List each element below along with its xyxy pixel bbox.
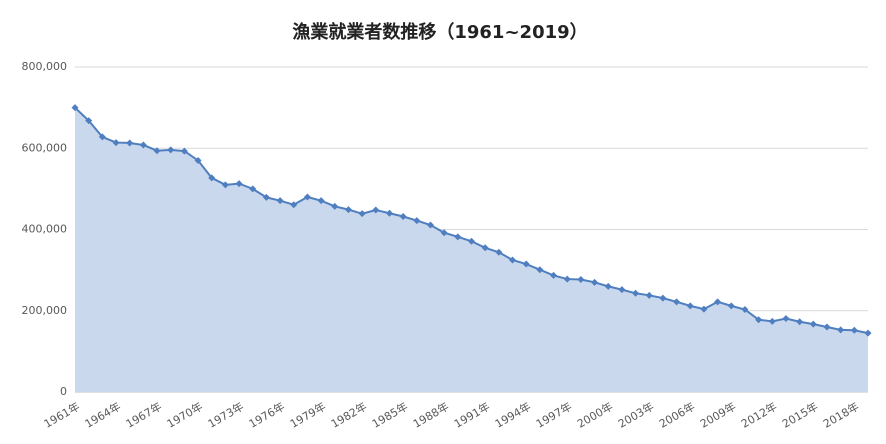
- marker: [563, 275, 571, 283]
- marker: [344, 206, 352, 214]
- marker: [604, 282, 612, 290]
- marker: [809, 320, 817, 328]
- marker: [98, 133, 106, 141]
- marker: [249, 185, 257, 193]
- x-tick-label: 2012年: [739, 399, 780, 431]
- marker: [550, 271, 558, 279]
- marker: [468, 237, 475, 245]
- marker: [385, 209, 393, 217]
- marker: [126, 139, 134, 147]
- x-tick-label: 1979年: [287, 399, 328, 431]
- marker: [317, 197, 325, 205]
- y-tick-label: 600,000: [22, 141, 68, 154]
- marker: [481, 244, 489, 252]
- chart-title: 漁業就業者数推移（1961~2019）: [292, 21, 587, 43]
- marker: [413, 217, 421, 225]
- marker: [208, 174, 216, 182]
- marker: [700, 305, 708, 313]
- marker: [782, 314, 790, 322]
- marker: [577, 275, 585, 283]
- x-tick-label: 1976年: [246, 399, 287, 431]
- x-tick-label: 1991年: [451, 399, 492, 431]
- marker: [139, 141, 147, 149]
- x-tick-label: 1982年: [328, 399, 369, 431]
- marker: [85, 117, 93, 125]
- marker: [331, 202, 339, 210]
- marker: [426, 221, 434, 229]
- y-tick-label: 0: [60, 385, 67, 398]
- marker: [372, 206, 380, 214]
- x-tick-label: 1973年: [205, 399, 246, 431]
- x-tick-label: 1997年: [533, 399, 574, 431]
- y-tick-label: 400,000: [22, 223, 68, 236]
- marker: [591, 278, 599, 286]
- marker: [290, 201, 298, 209]
- y-tick-label: 200,000: [22, 304, 68, 317]
- x-tick-label: 2015年: [780, 399, 821, 431]
- marker: [112, 139, 120, 147]
- marker: [399, 213, 407, 220]
- x-tick-label: 2006年: [656, 399, 697, 431]
- marker: [768, 317, 776, 325]
- y-tick-label: 800,000: [22, 60, 68, 73]
- marker: [180, 147, 188, 155]
- marker: [727, 302, 735, 310]
- x-tick-label: 1994年: [492, 399, 533, 431]
- marker: [659, 294, 667, 302]
- marker: [864, 329, 872, 337]
- marker: [194, 156, 202, 164]
- marker: [262, 193, 270, 201]
- marker: [741, 306, 749, 314]
- marker: [235, 180, 243, 188]
- marker: [632, 289, 640, 297]
- marker: [837, 326, 845, 334]
- x-tick-label: 1985年: [369, 399, 410, 431]
- marker: [454, 233, 462, 241]
- marker: [714, 298, 722, 306]
- x-tick-label: 1967年: [123, 399, 164, 431]
- x-tick-label: 2009年: [698, 399, 739, 431]
- marker: [303, 193, 311, 201]
- marker: [522, 260, 530, 268]
- marker: [509, 256, 517, 264]
- x-tick-label: 2018年: [821, 399, 862, 431]
- marker: [358, 210, 366, 218]
- marker: [850, 326, 858, 334]
- x-tick-label: 1988年: [410, 399, 451, 431]
- marker: [167, 146, 175, 154]
- marker: [536, 266, 544, 274]
- marker: [618, 286, 626, 294]
- marker: [495, 248, 503, 256]
- area: [75, 107, 868, 392]
- marker: [686, 302, 694, 310]
- marker: [796, 318, 804, 326]
- x-tick-label: 2000年: [574, 399, 615, 431]
- marker: [153, 147, 161, 155]
- marker: [645, 291, 653, 299]
- marker: [221, 181, 229, 189]
- marker: [673, 298, 681, 306]
- marker: [823, 323, 831, 331]
- marker: [755, 316, 763, 324]
- marker: [440, 229, 448, 237]
- marker: [276, 197, 284, 205]
- x-tick-label: 1964年: [82, 399, 123, 431]
- x-tick-label: 2003年: [615, 399, 656, 431]
- x-tick-label: 1970年: [164, 399, 205, 431]
- x-tick-label: 1961年: [41, 399, 82, 431]
- marker: [71, 104, 79, 112]
